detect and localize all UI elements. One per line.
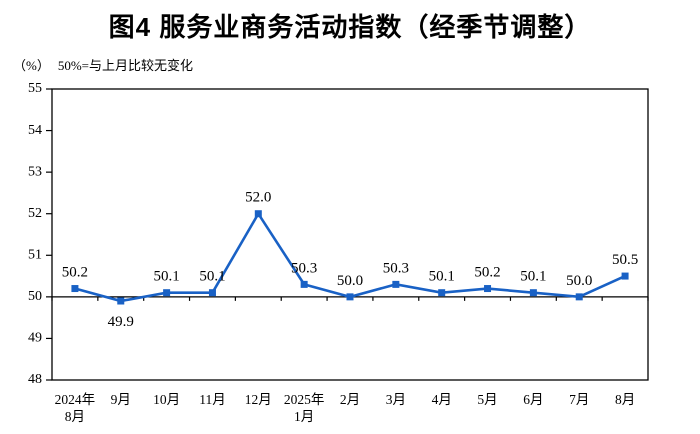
data-label: 50.3 bbox=[291, 260, 317, 276]
y-axis-label: 54 bbox=[28, 123, 42, 138]
x-axis-label: 5月 bbox=[477, 392, 497, 407]
plot-border bbox=[51, 88, 649, 381]
data-point bbox=[575, 293, 583, 301]
data-label: 50.0 bbox=[337, 273, 363, 289]
x-axis-label: 11月 bbox=[199, 392, 226, 407]
y-axis-label: 51 bbox=[28, 248, 42, 263]
x-axis-label: 6月 bbox=[523, 392, 543, 407]
data-label: 50.1 bbox=[199, 269, 225, 285]
data-label: 50.5 bbox=[612, 252, 638, 268]
data-label: 50.1 bbox=[153, 269, 179, 285]
x-axis-label: 10月 bbox=[153, 392, 180, 407]
baseline-note: 50%=与上月比较无变化 bbox=[57, 58, 194, 73]
data-point bbox=[392, 280, 400, 288]
x-axis-label: 9月 bbox=[111, 392, 131, 407]
data-point bbox=[346, 293, 354, 301]
data-point bbox=[438, 289, 446, 297]
y-axis-label: 50 bbox=[28, 289, 42, 304]
y-axis-label: 55 bbox=[28, 81, 42, 96]
x-axis-label: 12月 bbox=[245, 392, 272, 407]
data-point bbox=[300, 280, 308, 288]
x-axis-label: 4月 bbox=[432, 392, 452, 407]
chart-subtitle: （%） 50%=与上月比较无变化 bbox=[13, 55, 193, 74]
chart-title: 图4 服务业商务活动指数（经季节调整） bbox=[108, 12, 592, 42]
x-axis-label: 8月 bbox=[65, 409, 85, 424]
x-axis-label: 2025年 bbox=[284, 392, 325, 407]
data-point bbox=[163, 289, 171, 297]
data-label: 50.2 bbox=[62, 265, 88, 281]
x-axis-label: 2024年 bbox=[55, 392, 96, 407]
x-axis-label: 7月 bbox=[569, 392, 589, 407]
y-axis-label: 48 bbox=[28, 372, 42, 387]
data-label: 50.2 bbox=[474, 265, 500, 281]
data-label: 50.3 bbox=[383, 260, 409, 276]
y-axis-unit-label: （%） bbox=[13, 58, 50, 73]
y-axis-label: 53 bbox=[28, 164, 42, 179]
data-label: 50.1 bbox=[429, 269, 455, 285]
data-point bbox=[208, 289, 216, 297]
y-axis-label: 49 bbox=[28, 331, 42, 346]
x-axis-label: 3月 bbox=[386, 392, 406, 407]
data-point bbox=[621, 272, 629, 280]
data-point bbox=[484, 285, 492, 293]
x-axis-label: 2月 bbox=[340, 392, 360, 407]
data-point bbox=[529, 289, 537, 297]
data-label: 50.1 bbox=[520, 269, 546, 285]
data-label: 52.0 bbox=[245, 190, 271, 206]
y-axis-label: 52 bbox=[28, 206, 42, 221]
data-label: 49.9 bbox=[108, 314, 134, 330]
x-axis-label: 1月 bbox=[294, 409, 314, 424]
data-label: 50.0 bbox=[566, 273, 592, 289]
data-point bbox=[117, 297, 125, 305]
x-axis-label: 8月 bbox=[615, 392, 635, 407]
data-point bbox=[71, 285, 79, 293]
data-point bbox=[254, 210, 262, 218]
